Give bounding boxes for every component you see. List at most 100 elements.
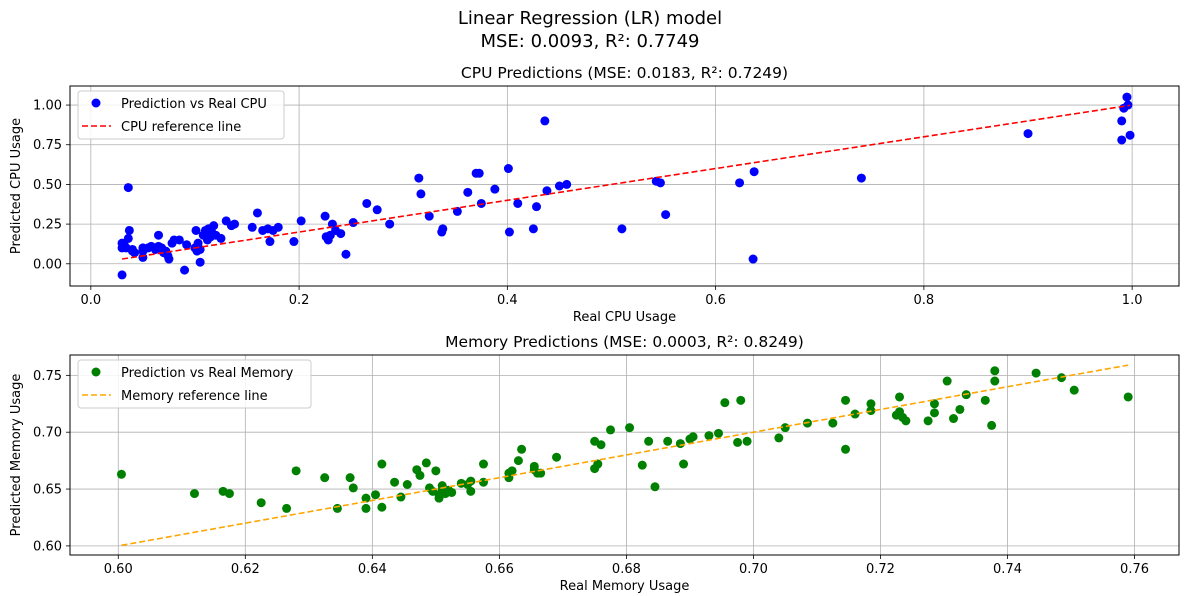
cpu-scatter-point bbox=[336, 229, 346, 239]
cpu-scatter-point bbox=[362, 198, 372, 208]
memory-scatter-point bbox=[320, 473, 330, 483]
memory-scatter-point bbox=[552, 452, 562, 462]
memory-xtick-label: 0.62 bbox=[231, 562, 260, 577]
cpu-scatter-point bbox=[123, 233, 133, 243]
memory-scatter-point bbox=[650, 482, 660, 492]
cpu-scatter-point bbox=[247, 222, 257, 232]
cpu-ytick-label: 0.25 bbox=[33, 218, 62, 233]
cpu-scatter-point bbox=[230, 219, 240, 229]
cpu-scatter-point bbox=[164, 254, 174, 264]
cpu-scatter-point bbox=[655, 178, 665, 188]
cpu-scatter-point bbox=[252, 208, 262, 218]
memory-xtick-label: 0.74 bbox=[993, 562, 1022, 577]
cpu-xtick-label: 1.0 bbox=[1122, 293, 1143, 308]
cpu-ytick-label: 1.00 bbox=[33, 99, 62, 114]
memory-scatter-point bbox=[377, 459, 387, 469]
memory-scatter-point bbox=[282, 503, 292, 513]
memory-scatter-point bbox=[434, 493, 444, 503]
memory-xtick-label: 0.64 bbox=[358, 562, 387, 577]
cpu-scatter-point bbox=[735, 178, 745, 188]
memory-scatter-point bbox=[895, 392, 905, 402]
cpu-scatter-point bbox=[1122, 92, 1132, 102]
memory-scatter-point bbox=[431, 466, 441, 476]
memory-legend-box bbox=[77, 359, 312, 409]
memory-xtick-label: 0.70 bbox=[739, 562, 768, 577]
cpu-scatter-point bbox=[749, 167, 759, 177]
memory-scatter-point bbox=[720, 398, 730, 408]
memory-scatter-point bbox=[841, 395, 851, 405]
cpu-legend-box bbox=[77, 90, 285, 140]
memory-scatter-point bbox=[850, 409, 860, 419]
cpu-scatter-point bbox=[474, 168, 484, 178]
cpu-scatter-point bbox=[504, 227, 514, 237]
cpu-scatter-point bbox=[191, 225, 201, 235]
memory-scatter-point bbox=[513, 456, 523, 466]
memory-scatter-point bbox=[348, 483, 358, 493]
memory-scatter-point bbox=[663, 436, 673, 446]
cpu-scatter-point bbox=[123, 183, 133, 193]
memory-scatter-point bbox=[742, 436, 752, 446]
memory-scatter-point bbox=[291, 466, 301, 476]
cpu-y-axis-label: Predicted CPU Usage bbox=[9, 118, 24, 254]
cpu-legend-marker-points bbox=[91, 98, 101, 108]
memory-xtick-label: 0.68 bbox=[612, 562, 641, 577]
cpu-scatter-point bbox=[130, 248, 140, 258]
cpu-scatter-point bbox=[414, 173, 424, 183]
cpu-scatter-point bbox=[180, 265, 190, 275]
memory-scatter-point bbox=[345, 473, 355, 483]
cpu-scatter-point bbox=[661, 210, 671, 220]
figure-subtitle: MSE: 0.0093, R²: 0.7749 bbox=[480, 31, 699, 52]
memory-scatter-point bbox=[361, 503, 371, 513]
memory-scatter-point bbox=[901, 416, 911, 426]
memory-scatter-point bbox=[841, 444, 851, 454]
cpu-axes-frame bbox=[69, 85, 1180, 287]
memory-data-layer bbox=[116, 364, 1133, 547]
cpu-scatter-point bbox=[748, 254, 758, 264]
memory-scatter-point bbox=[189, 489, 199, 499]
memory-scatter-point bbox=[421, 458, 431, 468]
memory-x-axis-label: Real Memory Usage bbox=[560, 579, 690, 594]
memory-scatter-point bbox=[606, 425, 616, 435]
memory-scatter-point bbox=[675, 439, 685, 449]
cpu-scatter-point bbox=[154, 230, 164, 240]
memory-xtick-label: 0.76 bbox=[1120, 562, 1149, 577]
cpu-scatter-point bbox=[209, 221, 219, 231]
memory-ytick-label: 0.65 bbox=[33, 483, 62, 498]
cpu-xtick-label: 0.4 bbox=[497, 293, 518, 308]
cpu-scatter-point bbox=[296, 216, 306, 226]
cpu-xtick-label: 0.8 bbox=[914, 293, 935, 308]
memory-scatter-point bbox=[955, 404, 965, 414]
cpu-scatter-point bbox=[372, 205, 382, 215]
memory-scatter-point bbox=[116, 469, 126, 479]
memory-scatter-point bbox=[828, 418, 838, 428]
cpu-xtick-label: 0.2 bbox=[289, 293, 310, 308]
cpu-scatter-point bbox=[554, 181, 564, 191]
memory-scatter-point bbox=[596, 440, 606, 450]
cpu-scatter-point bbox=[452, 206, 462, 216]
memory-scatter-point bbox=[923, 416, 933, 426]
cpu-scatter-point bbox=[562, 179, 572, 189]
cpu-reference-line bbox=[121, 104, 1131, 260]
cpu-scatter-point bbox=[540, 116, 550, 126]
cpu-x-axis-label: Real CPU Usage bbox=[573, 310, 676, 325]
memory-scatter-point bbox=[593, 459, 603, 469]
cpu-scatter-point bbox=[542, 186, 552, 196]
memory-scatter-point bbox=[990, 376, 1000, 386]
memory-scatter-point bbox=[714, 428, 724, 438]
memory-legend-label-line: Memory reference line bbox=[121, 389, 268, 404]
cpu-xtick-label: 0.0 bbox=[80, 293, 101, 308]
memory-xtick-label: 0.72 bbox=[866, 562, 895, 577]
memory-scatter-point bbox=[224, 489, 234, 499]
memory-scatter-point bbox=[733, 437, 743, 447]
memory-scatter-point bbox=[478, 459, 488, 469]
memory-ytick-label: 0.60 bbox=[33, 539, 62, 554]
cpu-scatter-point bbox=[856, 173, 866, 183]
memory-scatter-point bbox=[1031, 368, 1041, 378]
memory-scatter-point bbox=[517, 444, 527, 454]
memory-scatter-point bbox=[987, 420, 997, 430]
memory-xtick-label: 0.60 bbox=[104, 562, 133, 577]
memory-scatter-point bbox=[679, 459, 689, 469]
memory-scatter-point bbox=[625, 423, 635, 433]
memory-scatter-point bbox=[688, 432, 698, 442]
